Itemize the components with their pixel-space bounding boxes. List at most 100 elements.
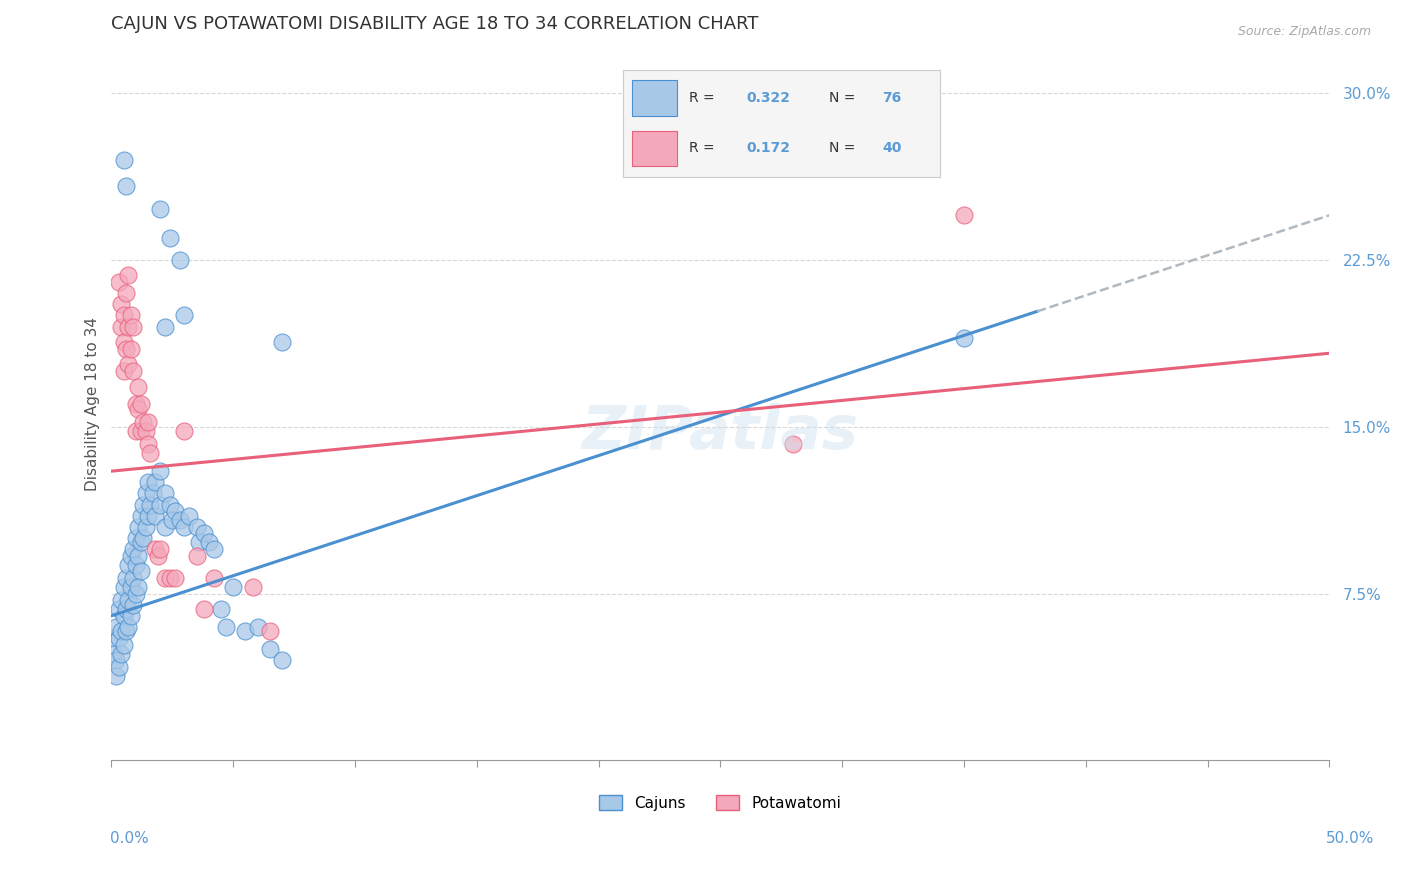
- Point: [149, 542, 172, 557]
- Point: [117, 357, 139, 371]
- Point: [117, 620, 139, 634]
- Point: [149, 464, 172, 478]
- Point: [242, 580, 264, 594]
- Point: [193, 526, 215, 541]
- Point: [112, 335, 135, 350]
- Point: [105, 620, 128, 634]
- Point: [129, 535, 152, 549]
- Point: [122, 319, 145, 334]
- Point: [179, 508, 201, 523]
- Point: [125, 424, 148, 438]
- Point: [186, 520, 208, 534]
- Point: [143, 508, 166, 523]
- Point: [953, 208, 976, 222]
- Text: 0.0%: 0.0%: [110, 831, 149, 846]
- Point: [215, 620, 238, 634]
- Point: [117, 558, 139, 572]
- Point: [246, 620, 269, 634]
- Point: [782, 437, 804, 451]
- Point: [271, 653, 294, 667]
- Point: [259, 624, 281, 639]
- Point: [112, 608, 135, 623]
- Point: [132, 531, 155, 545]
- Point: [159, 571, 181, 585]
- Point: [173, 309, 195, 323]
- Point: [129, 508, 152, 523]
- Point: [117, 593, 139, 607]
- Point: [169, 513, 191, 527]
- Point: [198, 535, 221, 549]
- Point: [153, 520, 176, 534]
- Point: [129, 564, 152, 578]
- Point: [107, 660, 129, 674]
- Point: [127, 520, 149, 534]
- Point: [235, 624, 257, 639]
- Point: [136, 415, 159, 429]
- Point: [162, 513, 184, 527]
- Point: [153, 319, 176, 334]
- Point: [115, 624, 138, 639]
- Point: [117, 268, 139, 283]
- Point: [107, 602, 129, 616]
- Point: [193, 602, 215, 616]
- Point: [202, 542, 225, 557]
- Point: [136, 508, 159, 523]
- Point: [129, 397, 152, 411]
- Point: [153, 571, 176, 585]
- Point: [149, 498, 172, 512]
- Point: [127, 580, 149, 594]
- Point: [110, 624, 132, 639]
- Point: [127, 379, 149, 393]
- Point: [132, 415, 155, 429]
- Point: [153, 486, 176, 500]
- Y-axis label: Disability Age 18 to 34: Disability Age 18 to 34: [86, 318, 100, 491]
- Legend: Cajuns, Potawatomi: Cajuns, Potawatomi: [593, 789, 848, 817]
- Point: [149, 202, 172, 216]
- Text: ZIPatlas: ZIPatlas: [582, 403, 859, 462]
- Point: [173, 520, 195, 534]
- Point: [129, 424, 152, 438]
- Point: [188, 535, 211, 549]
- Point: [103, 631, 125, 645]
- Point: [115, 286, 138, 301]
- Point: [259, 642, 281, 657]
- Point: [112, 580, 135, 594]
- Point: [115, 179, 138, 194]
- Point: [134, 424, 156, 438]
- Point: [134, 520, 156, 534]
- Point: [134, 486, 156, 500]
- Point: [127, 401, 149, 416]
- Point: [159, 498, 181, 512]
- Point: [953, 331, 976, 345]
- Point: [110, 297, 132, 311]
- Point: [125, 586, 148, 600]
- Point: [143, 475, 166, 490]
- Point: [169, 252, 191, 267]
- Point: [120, 342, 142, 356]
- Point: [125, 397, 148, 411]
- Point: [112, 309, 135, 323]
- Point: [110, 647, 132, 661]
- Point: [112, 638, 135, 652]
- Point: [107, 275, 129, 289]
- Text: CAJUN VS POTAWATOMI DISABILITY AGE 18 TO 34 CORRELATION CHART: CAJUN VS POTAWATOMI DISABILITY AGE 18 TO…: [111, 15, 759, 33]
- Point: [115, 602, 138, 616]
- Point: [105, 653, 128, 667]
- Point: [103, 647, 125, 661]
- Point: [112, 364, 135, 378]
- Point: [125, 531, 148, 545]
- Point: [132, 498, 155, 512]
- Text: Source: ZipAtlas.com: Source: ZipAtlas.com: [1237, 25, 1371, 38]
- Point: [122, 598, 145, 612]
- Point: [173, 424, 195, 438]
- Point: [115, 571, 138, 585]
- Point: [142, 486, 165, 500]
- Text: 50.0%: 50.0%: [1326, 831, 1374, 846]
- Point: [186, 549, 208, 563]
- Point: [120, 549, 142, 563]
- Point: [136, 475, 159, 490]
- Point: [127, 549, 149, 563]
- Point: [112, 153, 135, 167]
- Point: [122, 542, 145, 557]
- Point: [271, 335, 294, 350]
